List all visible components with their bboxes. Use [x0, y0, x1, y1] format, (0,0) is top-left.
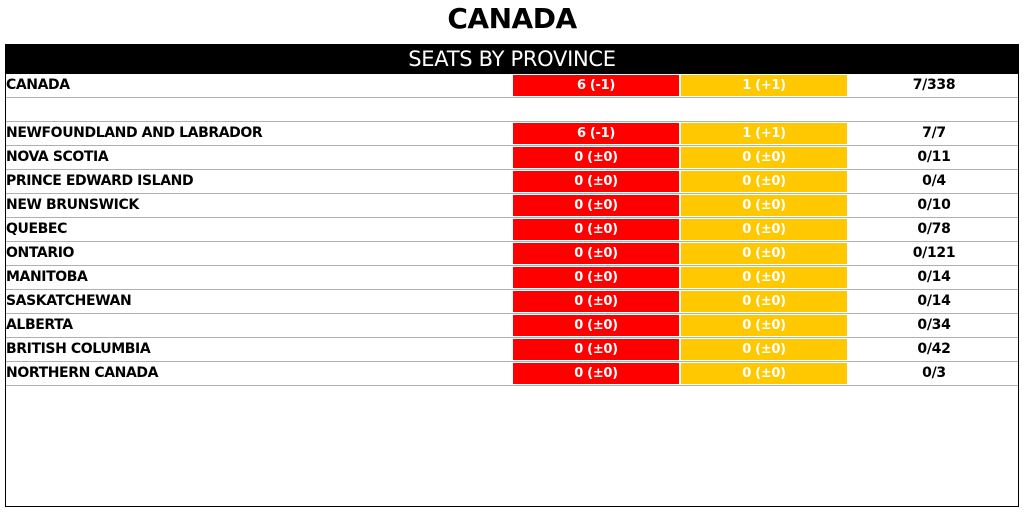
party-b-seats: 0 (±0)	[681, 219, 847, 240]
spacer-row	[6, 98, 1018, 122]
seats-declared-total: 0/42	[917, 341, 951, 357]
party-a-seats: 0 (±0)	[513, 171, 679, 192]
party-b-seats: 0 (±0)	[681, 315, 847, 336]
party-b-seats: 0 (±0)	[681, 291, 847, 312]
seats-declared-total: 0/3	[922, 365, 946, 381]
party-b-seats: 0 (±0)	[681, 243, 847, 264]
party-a-seats: 6 (-1)	[513, 75, 679, 96]
seats-declared-total: 0/78	[917, 221, 951, 237]
party-a-seats: 0 (±0)	[513, 219, 679, 240]
party-b-seats: 0 (±0)	[681, 267, 847, 288]
province-row: BRITISH COLUMBIA 0 (±0) 0 (±0) 0/42	[6, 338, 1018, 362]
region-name: SASKATCHEWAN	[6, 293, 132, 309]
seats-declared-total: 0/121	[912, 245, 956, 261]
region-name: CANADA	[6, 77, 70, 93]
region-name: NOVA SCOTIA	[6, 149, 109, 165]
party-a-seats: 0 (±0)	[513, 243, 679, 264]
party-a-seats: 0 (±0)	[513, 147, 679, 168]
page-title: CANADA	[447, 2, 577, 35]
party-b-seats: 0 (±0)	[681, 339, 847, 360]
party-a-seats: 0 (±0)	[513, 291, 679, 312]
province-row: PRINCE EDWARD ISLAND 0 (±0) 0 (±0) 0/4	[6, 170, 1018, 194]
province-row: NEW BRUNSWICK 0 (±0) 0 (±0) 0/10	[6, 194, 1018, 218]
province-row: SASKATCHEWAN 0 (±0) 0 (±0) 0/14	[6, 290, 1018, 314]
national-row: CANADA 6 (-1) 1 (+1) 7/338	[6, 74, 1018, 98]
region-name: ONTARIO	[6, 245, 75, 261]
seats-declared-total: 0/10	[917, 197, 951, 213]
province-row: NORTHERN CANADA 0 (±0) 0 (±0) 0/3	[6, 362, 1018, 386]
seats-declared-total: 0/14	[917, 293, 951, 309]
seats-panel: SEATS BY PROVINCE CANADA 6 (-1) 1 (+1) 7…	[5, 44, 1019, 507]
province-row: NOVA SCOTIA 0 (±0) 0 (±0) 0/11	[6, 146, 1018, 170]
party-b-seats: 1 (+1)	[681, 75, 847, 96]
party-b-seats: 0 (±0)	[681, 147, 847, 168]
party-b-seats: 0 (±0)	[681, 363, 847, 384]
region-name: ALBERTA	[6, 317, 73, 333]
seats-declared-total: 7/338	[912, 77, 956, 93]
seats-declared-total: 0/4	[922, 173, 946, 189]
seats-declared-total: 0/14	[917, 269, 951, 285]
province-list: NEWFOUNDLAND AND LABRADOR 6 (-1) 1 (+1) 7/7…	[6, 122, 1018, 386]
region-name: QUEBEC	[6, 221, 67, 237]
seats-declared-total: 0/11	[917, 149, 951, 165]
province-row: ALBERTA 0 (±0) 0 (±0) 0/34	[6, 314, 1018, 338]
party-a-seats: 6 (-1)	[513, 123, 679, 144]
party-a-seats: 0 (±0)	[513, 339, 679, 360]
panel-header: SEATS BY PROVINCE	[6, 45, 1018, 74]
province-row: NEWFOUNDLAND AND LABRADOR 6 (-1) 1 (+1) 7/7	[6, 122, 1018, 146]
seats-declared-total: 7/7	[922, 125, 946, 141]
seats-declared-total: 0/34	[917, 317, 951, 333]
party-b-seats: 0 (±0)	[681, 171, 847, 192]
party-b-seats: 0 (±0)	[681, 195, 847, 216]
party-a-seats: 0 (±0)	[513, 195, 679, 216]
region-name: BRITISH COLUMBIA	[6, 341, 151, 357]
party-a-seats: 0 (±0)	[513, 267, 679, 288]
party-a-seats: 0 (±0)	[513, 363, 679, 384]
region-name: NEW BRUNSWICK	[6, 197, 139, 213]
province-row: QUEBEC 0 (±0) 0 (±0) 0/78	[6, 218, 1018, 242]
region-name: NEWFOUNDLAND AND LABRADOR	[6, 125, 263, 141]
province-row: ONTARIO 0 (±0) 0 (±0) 0/121	[6, 242, 1018, 266]
party-b-seats: 1 (+1)	[681, 123, 847, 144]
region-name: MANITOBA	[6, 269, 88, 285]
party-a-seats: 0 (±0)	[513, 315, 679, 336]
region-name: PRINCE EDWARD ISLAND	[6, 173, 194, 189]
region-name: NORTHERN CANADA	[6, 365, 159, 381]
province-row: MANITOBA 0 (±0) 0 (±0) 0/14	[6, 266, 1018, 290]
